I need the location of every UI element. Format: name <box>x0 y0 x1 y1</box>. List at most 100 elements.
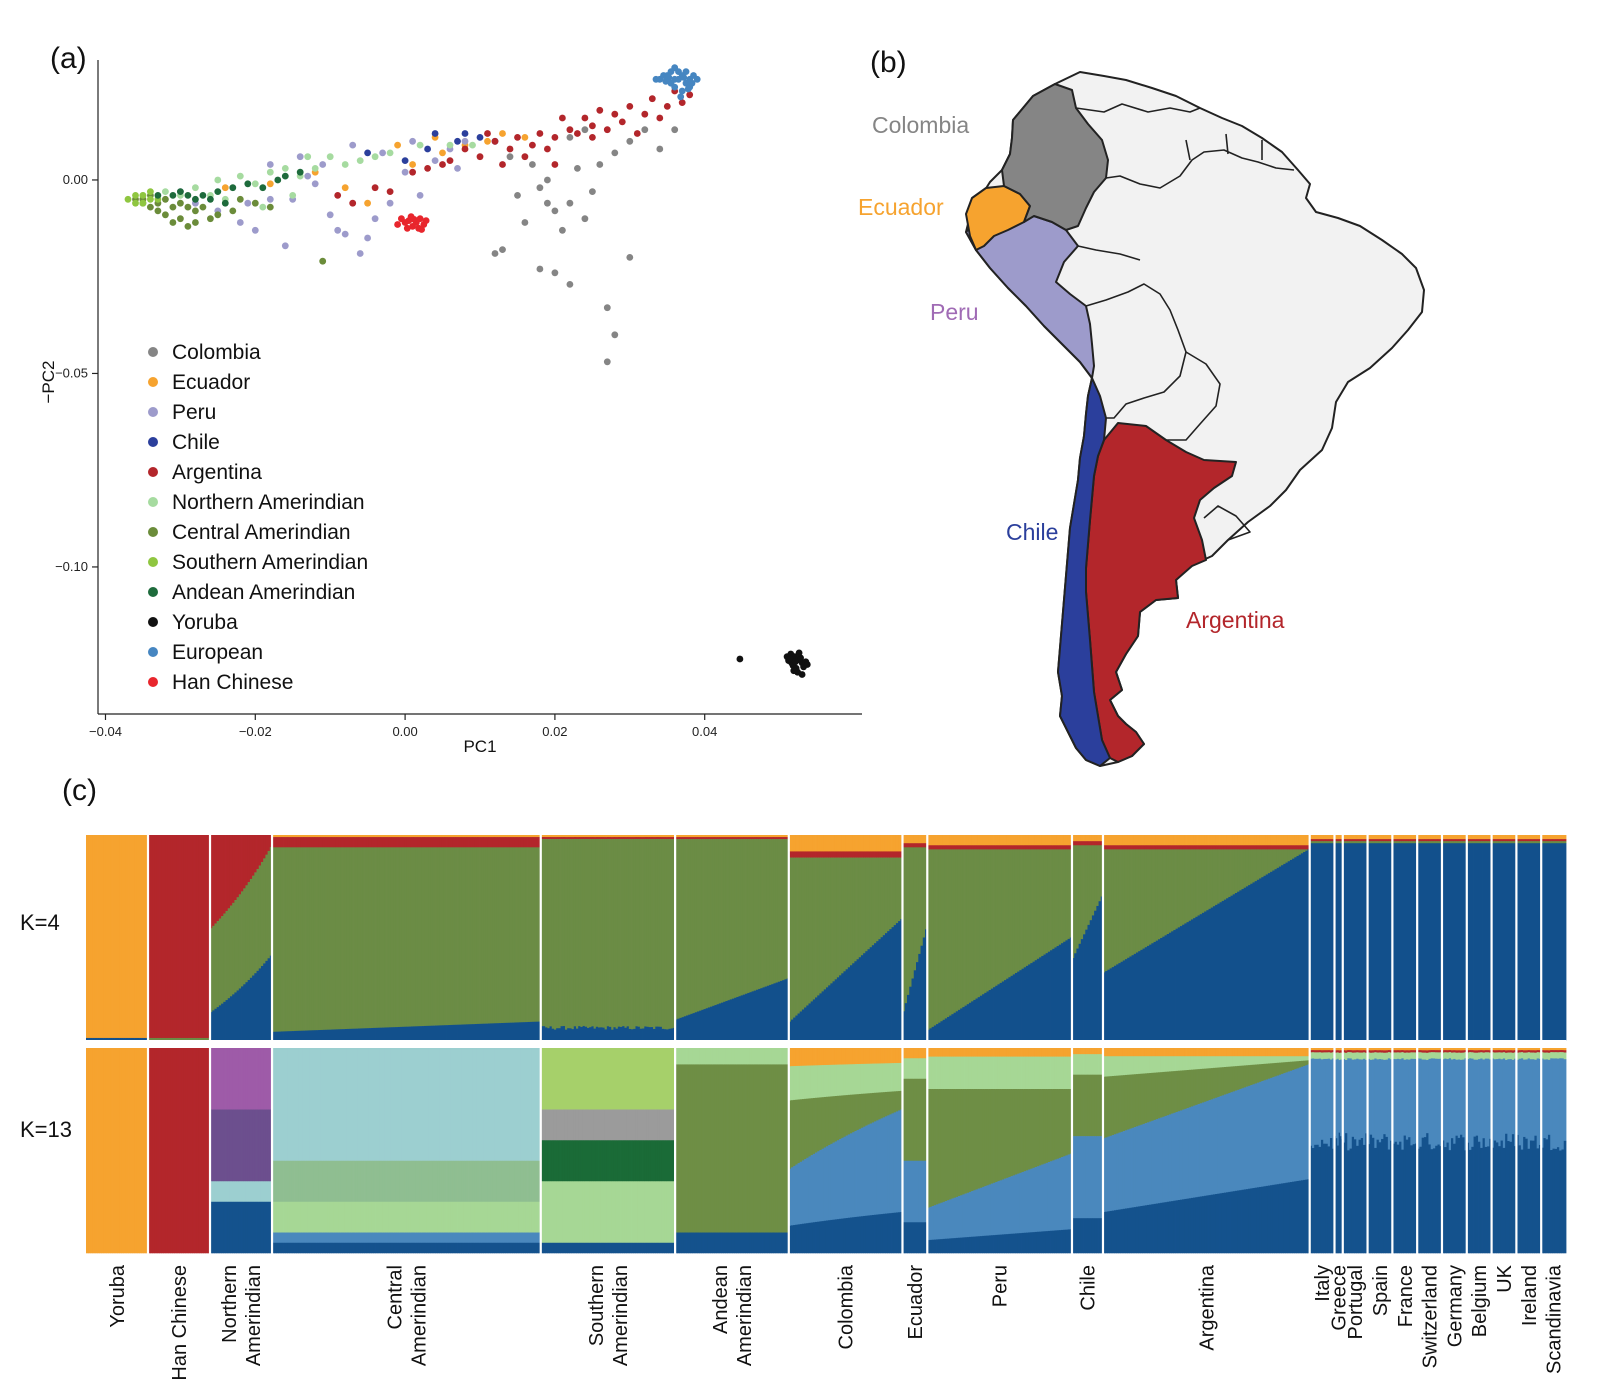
admixture-bar-northern-amerindian <box>268 1048 271 1110</box>
admixture-bar-central-amerindian <box>376 1028 379 1040</box>
admixture-bar-southern-amerindian <box>596 1243 599 1254</box>
admixture-bar-france <box>1408 843 1411 1040</box>
admixture-bar-chile <box>1087 925 1090 1040</box>
pca-point-ecuador <box>394 142 401 149</box>
admixture-bar-southern-amerindian <box>605 837 608 839</box>
admixture-bar-northern-amerindian <box>223 1002 226 1040</box>
pca-point-colombia <box>671 126 678 133</box>
admixture-bar-france <box>1404 843 1407 1040</box>
admixture-bar-northern-amerindian <box>219 1005 222 1040</box>
pca-point-central-amerindian <box>192 219 199 226</box>
admixture-bar-france <box>1413 835 1416 839</box>
admixture-bar-southern-amerindian <box>596 837 599 839</box>
pca-point-ecuador <box>342 184 349 191</box>
admixture-bar-central-amerindian <box>367 1161 370 1202</box>
admixture-bar-southern-amerindian <box>640 1048 643 1110</box>
pca-point-southern-amerindian <box>132 192 139 199</box>
admixture-bar-northern-amerindian <box>219 919 222 1006</box>
admixture-bar-central-amerindian <box>298 847 301 1031</box>
admixture-bar-italy <box>1325 839 1328 841</box>
admixture-bar-yoruba <box>126 1038 129 1040</box>
admixture-bar-spain <box>1386 835 1389 839</box>
admixture-bar-han-chinese <box>181 1048 184 1253</box>
legend-label-han-chinese: Han Chinese <box>172 671 293 694</box>
admixture-bar-chile <box>1087 1218 1090 1253</box>
panel-label-a: (a) <box>50 42 87 75</box>
pca-x-tick-label: 0.04 <box>692 724 717 739</box>
pca-point-peru <box>417 192 424 199</box>
admixture-bar-spain <box>1372 839 1375 841</box>
admixture-bar-central-amerindian <box>494 837 497 848</box>
admixture-bar-central-amerindian <box>298 1233 301 1244</box>
admixture-bar-yoruba <box>135 1048 138 1253</box>
legend-label-andean-amerindian: Andean Amerindian <box>172 581 355 604</box>
legend-label-colombia: Colombia <box>172 341 261 364</box>
admixture-bar-ireland <box>1534 841 1537 843</box>
admixture-bar-central-amerindian <box>519 1233 522 1244</box>
admixture-bar-germany <box>1462 839 1465 841</box>
pca-point-colombia <box>559 227 566 234</box>
admixture-bar-northern-amerindian <box>214 1009 217 1041</box>
admixture-bar-spain <box>1372 843 1375 1040</box>
admixture-bar-scandinavia <box>1564 841 1567 843</box>
admixture-bar-italy <box>1321 843 1324 1040</box>
admixture-bar-scandinavia <box>1552 835 1555 839</box>
admixture-bar-central-amerindian <box>435 847 438 1026</box>
admixture-bar-scandinavia <box>1543 835 1546 839</box>
pca-point-northern-amerindian <box>267 169 274 176</box>
admixture-bar-central-amerindian <box>298 1202 301 1233</box>
admixture-bar-han-chinese <box>177 1048 180 1253</box>
pca-point-northern-amerindian <box>282 165 289 172</box>
admixture-bar-han-chinese <box>159 1038 162 1040</box>
admixture-bar-chile <box>1079 835 1082 841</box>
pca-point-yoruba <box>796 650 803 657</box>
admixture-bars-k13 <box>86 1048 1566 1253</box>
admixture-bar-southern-amerindian <box>587 837 590 839</box>
admixture-bar-northern-amerindian <box>239 835 242 895</box>
admixture-bar-ireland <box>1530 839 1533 841</box>
admixture-bar-central-amerindian <box>435 1026 438 1041</box>
admixture-bar-central-amerindian <box>494 1023 497 1040</box>
admixture-bar-northern-amerindian <box>243 984 246 1040</box>
admixture-bar-yoruba <box>110 1048 113 1253</box>
admixture-bar-chile <box>1087 1048 1090 1054</box>
admixture-bar-portugal <box>1350 835 1353 839</box>
admixture-bar-belgium <box>1471 843 1474 1040</box>
pca-point-colombia <box>522 219 529 226</box>
admixture-bar-central-amerindian <box>503 1233 506 1244</box>
pca-point-colombia <box>582 126 589 133</box>
admixture-bar-central-amerindian <box>519 835 522 837</box>
pca-point-peru <box>387 200 394 207</box>
admixture-bar-italy <box>1330 839 1333 841</box>
pca-point-argentina <box>596 107 603 114</box>
pca-point-chile <box>462 130 469 137</box>
admixture-bar-han-chinese <box>168 1048 171 1253</box>
admixture-bar-uk <box>1503 843 1506 1040</box>
admixture-bar-northern-amerindian <box>252 835 255 876</box>
pca-point-colombia <box>537 184 544 191</box>
admixture-bar-southern-amerindian <box>640 835 643 837</box>
pca-point-southern-amerindian <box>125 196 132 203</box>
admixture-bar-scandinavia <box>1564 839 1567 841</box>
admixture-bar-portugal <box>1359 839 1362 841</box>
admixture-bar-belgium <box>1485 839 1488 841</box>
admixture-bar-southern-amerindian <box>646 1181 649 1243</box>
pca-point-northern-amerindian <box>259 204 266 211</box>
legend-marker-yoruba <box>148 617 158 627</box>
admixture-bar-ireland <box>1530 835 1533 839</box>
admixture-bar-southern-amerindian <box>622 1110 625 1141</box>
pca-point-colombia <box>611 331 618 338</box>
admixture-bar-portugal <box>1363 839 1366 841</box>
pca-point-han-chinese <box>418 226 425 233</box>
pca-point-central-amerindian <box>147 204 154 211</box>
admixture-bar-portugal <box>1354 843 1357 1040</box>
pca-point-european <box>653 76 660 83</box>
admixture-bar-yoruba <box>102 1038 105 1040</box>
pca-point-argentina <box>552 161 559 168</box>
admixture-bar-italy <box>1316 843 1319 1040</box>
admixture-bar-ecuador <box>912 1048 915 1059</box>
admixture-bar-germany <box>1453 839 1456 841</box>
admixture-bar-southern-amerindian <box>631 1140 634 1181</box>
admixture-bar-southern-amerindian <box>587 1243 590 1254</box>
pca-point-colombia <box>544 200 551 207</box>
